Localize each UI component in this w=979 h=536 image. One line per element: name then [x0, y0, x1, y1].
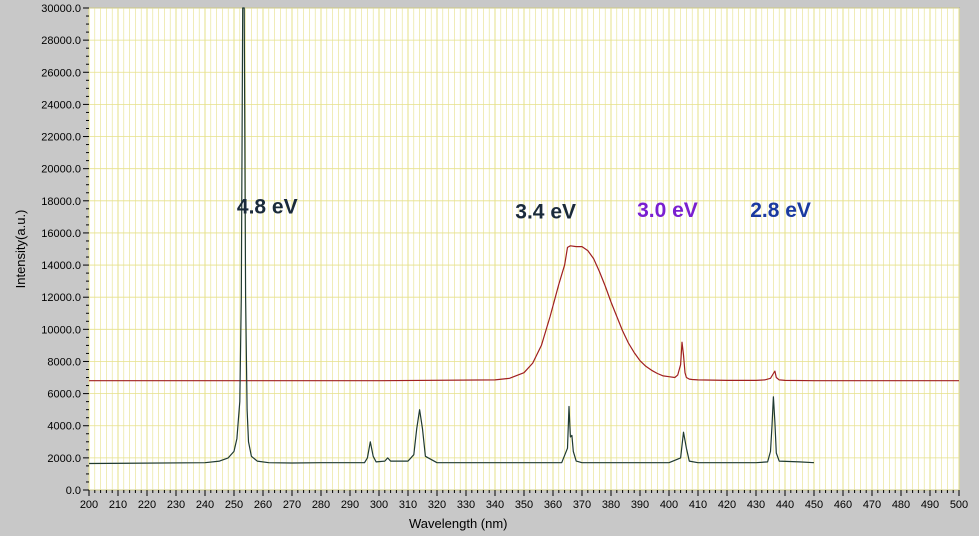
x-tick-label: 230 — [167, 499, 185, 511]
x-tick-label: 310 — [399, 499, 417, 511]
series-layer — [88, 7, 959, 465]
x-tick-label: 440 — [776, 499, 794, 511]
y-tick-label: 28000.0 — [41, 35, 81, 47]
x-tick-label: 350 — [515, 499, 533, 511]
grid — [88, 7, 960, 491]
y-tick-label: 18000.0 — [41, 196, 81, 208]
x-tick-label: 430 — [747, 499, 765, 511]
x-tick-label: 420 — [718, 499, 736, 511]
y-tick-label: 22000.0 — [41, 132, 81, 144]
y-tick-label: 4000.0 — [47, 421, 81, 433]
x-tick-label: 260 — [254, 499, 272, 511]
x-tick-label: 380 — [602, 499, 620, 511]
x-tick-label: 280 — [312, 499, 330, 511]
x-tick-label: 410 — [689, 499, 707, 511]
series-line-2 — [88, 7, 815, 465]
y-tick-label: 26000.0 — [41, 67, 81, 79]
x-tick-label: 320 — [428, 499, 446, 511]
x-tick-label: 370 — [573, 499, 591, 511]
y-axis-title: Intensity(a.u.) — [13, 210, 28, 289]
x-tick-label: 210 — [109, 499, 127, 511]
y-tick-label: 8000.0 — [47, 356, 81, 368]
x-tick-label: 270 — [283, 499, 301, 511]
annotation-label: 3.4 eV — [515, 200, 576, 223]
annotations: 4.8 eV 3.4 eV 3.0 eV 2.8 eV — [237, 196, 811, 224]
y-tick-label: 10000.0 — [41, 324, 81, 336]
y-tick-label: 20000.0 — [41, 164, 81, 176]
x-tick-label: 470 — [863, 499, 881, 511]
x-tick-label: 500 — [950, 499, 968, 511]
annotation-label: 4.8 eV — [237, 196, 298, 219]
y-tick-label: 12000.0 — [41, 292, 81, 304]
x-tick-label: 240 — [196, 499, 214, 511]
y-tick-label: 30000.0 — [41, 3, 81, 15]
x-tick-label: 340 — [486, 499, 504, 511]
x-tick-label: 300 — [370, 499, 388, 511]
x-tick-label: 450 — [805, 499, 823, 511]
y-tick-label: 6000.0 — [47, 389, 81, 401]
x-tick-label: 390 — [631, 499, 649, 511]
y-tick-label: 0.0 — [66, 485, 81, 497]
y-tick-label: 16000.0 — [41, 228, 81, 240]
annotation-label: 2.8 eV — [750, 199, 811, 222]
x-tick-label: 490 — [921, 499, 939, 511]
y-tick-label: 24000.0 — [41, 99, 81, 111]
y-tick-label: 2000.0 — [47, 453, 81, 465]
annotation-label: 3.0 eV — [637, 199, 698, 222]
x-tick-label: 220 — [138, 499, 156, 511]
x-tick-label: 360 — [544, 499, 562, 511]
y-tick-label: 14000.0 — [41, 260, 81, 272]
x-axis-title: Wavelength (nm) — [409, 516, 508, 531]
x-tick-label: 460 — [834, 499, 852, 511]
x-tick-label: 400 — [660, 499, 678, 511]
x-tick-label: 290 — [341, 499, 359, 511]
series-line-1 — [89, 245, 959, 382]
y-axis-ticks: 0.0 2000.0 4000.0 6000.0 8000.0 10000.0 12000.… — [41, 3, 89, 497]
x-tick-label: 480 — [892, 499, 910, 511]
x-tick-label: 250 — [225, 499, 243, 511]
x-tick-label: 330 — [457, 499, 475, 511]
x-axis-ticks: 200 210 220 230 240 250 260 270 280 290 300 310 320 3… — [80, 490, 968, 511]
x-tick-label: 200 — [80, 499, 98, 511]
